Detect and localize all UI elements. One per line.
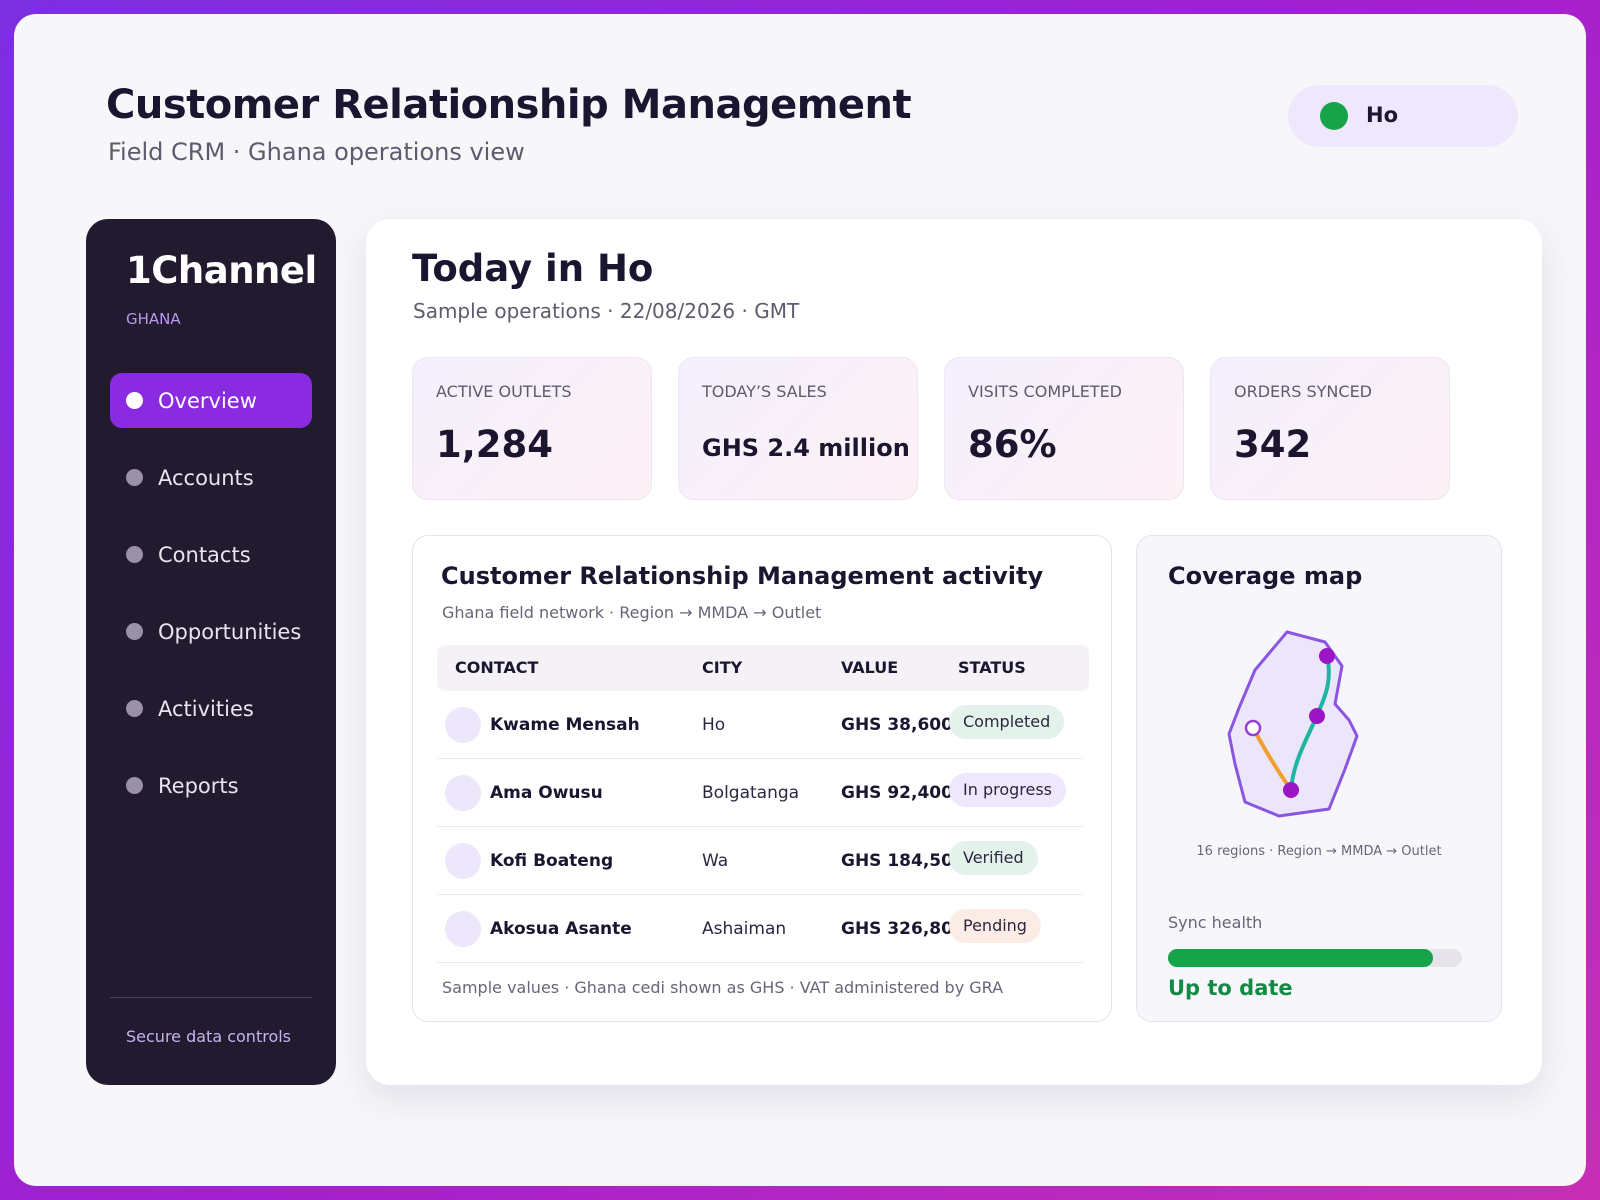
map-marker[interactable]: [1319, 648, 1335, 664]
coverage-card: Coverage map 16 regions · Region → MMDA …: [1136, 535, 1502, 1022]
kpi-value: 86%: [968, 423, 1057, 466]
kpi-value: 1,284: [436, 423, 554, 466]
main-title: Today in Ho: [412, 247, 654, 290]
map-marker-hollow[interactable]: [1244, 719, 1262, 737]
sidebar-item-label: Contacts: [158, 542, 251, 567]
status-badge: Completed: [949, 705, 1065, 739]
sidebar-item-label: Reports: [158, 773, 239, 798]
status-dot-icon: [1320, 102, 1348, 130]
kpi-label: Visits completed: [968, 382, 1122, 401]
sync-health-fill: [1168, 949, 1433, 967]
activity-footnote: Sample values · Ghana cedi shown as GHS …: [442, 978, 1004, 997]
sidebar-item-label: Opportunities: [158, 619, 302, 644]
sidebar-item-contacts[interactable]: Contacts: [110, 527, 312, 582]
value-cell: GHS 326,800: [841, 919, 965, 939]
kpi-card-visits-completed: Visits completed 86%: [944, 357, 1184, 500]
kpi-value: GHS 2.4 million: [702, 434, 910, 462]
column-header-contact[interactable]: CONTACT: [455, 658, 539, 677]
sidebar-divider: [110, 997, 312, 998]
sidebar-item-label: Activities: [158, 696, 254, 721]
bullet-icon: [126, 777, 143, 794]
bullet-icon: [126, 700, 143, 717]
bullet-icon: [126, 546, 143, 563]
table-header: CONTACT CITY VALUE STATUS: [437, 645, 1089, 691]
location-label: Ho: [1366, 103, 1399, 127]
sidebar-item-label: Accounts: [158, 465, 254, 490]
status-badge: Verified: [949, 841, 1038, 875]
kpi-label: Today’s sales: [702, 382, 827, 401]
map-caption: 16 regions · Region → MMDA → Outlet: [1196, 844, 1442, 859]
city-cell: Bolgatanga: [702, 783, 800, 803]
page-title: Customer Relationship Management: [106, 82, 912, 128]
bullet-icon: [126, 623, 143, 640]
city-cell: Ho: [702, 715, 726, 735]
ghana-outline-shape: [1227, 630, 1359, 818]
bullet-icon: [126, 469, 143, 486]
location-selector[interactable]: Ho: [1288, 85, 1518, 147]
sidebar-nav: Overview Accounts Contacts Opportunities…: [110, 373, 312, 835]
bullet-icon: [126, 392, 143, 409]
avatar: [445, 775, 481, 811]
column-header-value[interactable]: VALUE: [841, 658, 899, 677]
value-cell: GHS 38,600: [841, 715, 953, 735]
status-badge: Pending: [949, 909, 1041, 943]
map-marker[interactable]: [1309, 708, 1325, 724]
activity-subtitle: Ghana field network · Region → MMDA → Ou…: [442, 603, 822, 622]
sidebar-item-reports[interactable]: Reports: [110, 758, 312, 813]
sidebar-item-label: Overview: [158, 388, 257, 413]
kpi-card-orders-synced: Orders synced 342: [1210, 357, 1450, 500]
avatar: [445, 911, 481, 947]
kpi-card-active-outlets: Active outlets 1,284: [412, 357, 652, 500]
sidebar-item-accounts[interactable]: Accounts: [110, 450, 312, 505]
sidebar: 1Channel GHANA Overview Accounts Contact…: [86, 219, 336, 1085]
brand-logo: 1Channel: [126, 249, 317, 292]
contact-name: Kofi Boateng: [490, 851, 614, 871]
table-row[interactable]: Kwame Mensah Ho GHS 38,600 Completed: [437, 691, 1083, 759]
coverage-title: Coverage map: [1168, 562, 1363, 590]
ghana-map[interactable]: [1217, 624, 1417, 834]
page-subtitle: Field CRM · Ghana operations view: [108, 138, 525, 166]
app-frame: Customer Relationship Management Field C…: [14, 14, 1586, 1186]
status-badge: In progress: [949, 773, 1067, 807]
sidebar-item-opportunities[interactable]: Opportunities: [110, 604, 312, 659]
kpi-value: 342: [1234, 423, 1312, 466]
contact-name: Ama Owusu: [490, 783, 603, 803]
city-cell: Wa: [702, 851, 729, 871]
main-panel: Today in Ho Sample operations · 22/08/20…: [366, 219, 1542, 1085]
sidebar-item-activities[interactable]: Activities: [110, 681, 312, 736]
value-cell: GHS 184,500: [841, 851, 965, 871]
sync-status: Up to date: [1168, 976, 1293, 1000]
sidebar-item-overview[interactable]: Overview: [110, 373, 312, 428]
avatar: [445, 707, 481, 743]
sync-health-label: Sync health: [1168, 913, 1263, 932]
avatar: [445, 843, 481, 879]
kpi-label: Orders synced: [1234, 382, 1372, 401]
kpi-card-todays-sales: Today’s sales GHS 2.4 million: [678, 357, 918, 500]
value-cell: GHS 92,400: [841, 783, 953, 803]
kpi-label: Active outlets: [436, 382, 572, 401]
secure-data-link[interactable]: Secure data controls: [126, 1027, 292, 1046]
contact-name: Kwame Mensah: [490, 715, 640, 735]
activity-title: Customer Relationship Management activit…: [441, 562, 1044, 590]
map-marker[interactable]: [1283, 782, 1299, 798]
main-subtitle: Sample operations · 22/08/2026 · GMT: [413, 299, 800, 323]
column-header-city[interactable]: CITY: [702, 658, 743, 677]
sync-health-bar: [1168, 949, 1462, 967]
city-cell: Ashaiman: [702, 919, 787, 939]
column-header-status[interactable]: STATUS: [958, 658, 1026, 677]
table-row[interactable]: Akosua Asante Ashaiman GHS 326,800 Pendi…: [437, 895, 1083, 963]
activity-card: Customer Relationship Management activit…: [412, 535, 1112, 1022]
brand-country: GHANA: [126, 310, 181, 328]
contact-name: Akosua Asante: [490, 919, 632, 939]
table-row[interactable]: Ama Owusu Bolgatanga GHS 92,400 In progr…: [437, 759, 1083, 827]
table-row[interactable]: Kofi Boateng Wa GHS 184,500 Verified: [437, 827, 1083, 895]
